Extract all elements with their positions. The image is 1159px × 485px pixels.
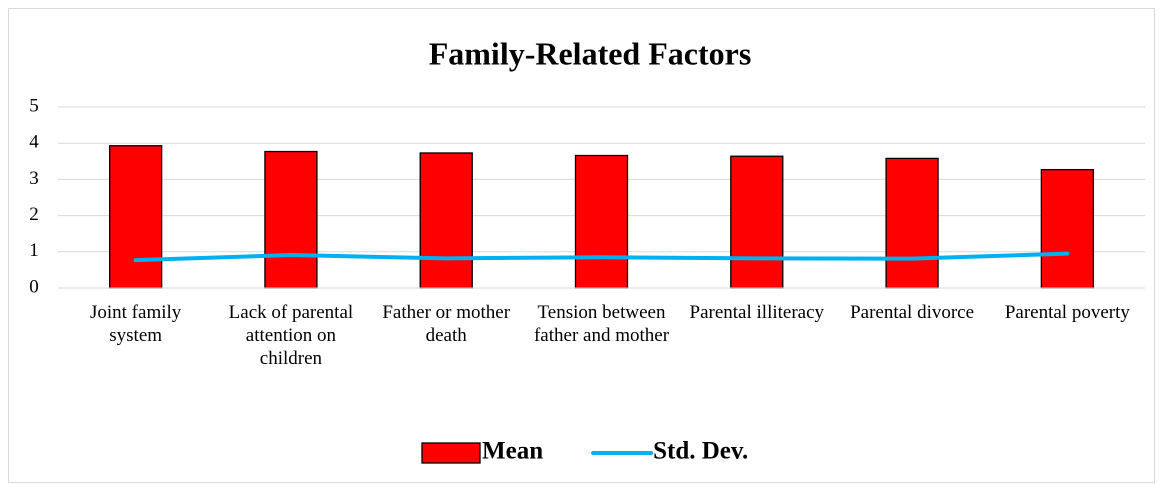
- x-tick-label: Father or mother death: [382, 302, 511, 346]
- x-tick-label: Parental poverty: [1004, 302, 1130, 323]
- x-tick-label: Parental illiteracy: [689, 302, 825, 323]
- y-tick-label: 5: [29, 95, 39, 116]
- chart-title: Family-Related Factors: [429, 35, 752, 71]
- y-tick-label: 4: [29, 132, 39, 153]
- x-tick-label: Lack of parental attention on children: [228, 302, 354, 369]
- bar: [574, 154, 629, 289]
- y-tick-label: 0: [29, 276, 39, 297]
- legend-swatch: [421, 442, 481, 464]
- y-tick-label: 2: [29, 204, 39, 225]
- bar: [730, 155, 784, 289]
- bar: [1040, 168, 1095, 289]
- x-tick-label: Parental divorce: [850, 302, 975, 323]
- bar: [885, 157, 939, 289]
- bar: [419, 152, 473, 289]
- legend-label: Std. Dev.: [653, 438, 748, 465]
- bar: [264, 150, 318, 289]
- x-tick-label: Tension between father and mother: [533, 302, 670, 346]
- x-tick-label: Joint family system: [89, 302, 182, 346]
- bar: [108, 145, 163, 289]
- line-series: [133, 251, 1070, 263]
- y-tick-label: 1: [29, 240, 39, 261]
- y-tick-label: 3: [29, 168, 39, 189]
- legend-label: Mean: [482, 438, 543, 465]
